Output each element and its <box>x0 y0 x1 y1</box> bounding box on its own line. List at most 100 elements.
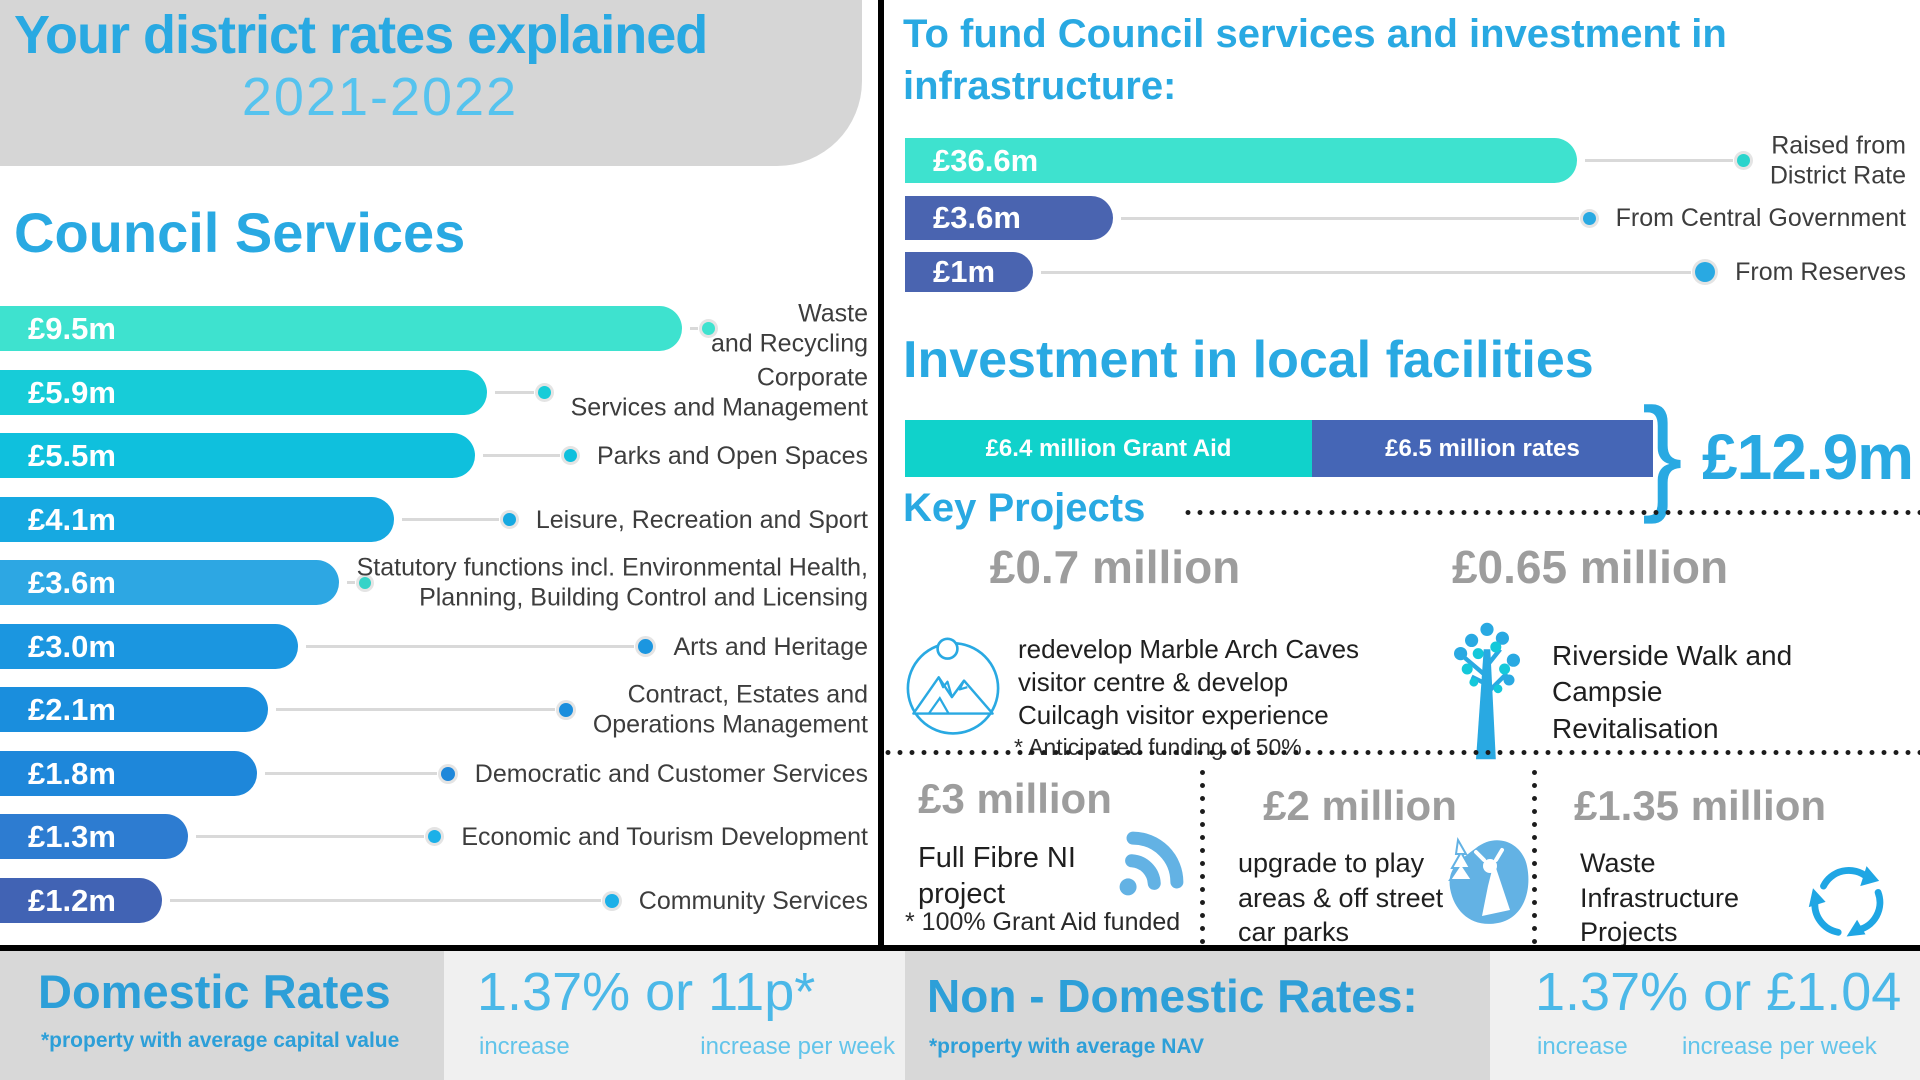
connector-line <box>347 581 355 584</box>
waste-amount: £1.35 million <box>1573 782 1827 829</box>
grant-aid-segment: £6.4 million Grant Aid <box>905 420 1312 477</box>
chart-row-parks: £5.5m Parks and Open Spaces <box>0 433 876 478</box>
bottom-rule <box>0 945 1920 951</box>
domestic-rates-stat-section: 1.37% or 11p* increase increase per week <box>444 951 905 1080</box>
wifi-icon <box>1119 831 1184 896</box>
chart-row-corporate: £5.9m Corporate Services and Management <box>0 363 876 422</box>
bar: £1m <box>905 252 1033 292</box>
non-domestic-rates-title: Non - Domestic Rates: <box>927 970 1418 1022</box>
bar-label: Parks and Open Spaces <box>597 441 868 470</box>
play-desc: upgrade to play areas & off street car p… <box>1238 848 1444 948</box>
connector-dot <box>538 386 551 399</box>
caves-note: * Anticipated funding of 50% <box>1014 734 1302 760</box>
domestic-increase-per-week-label: increase per week <box>700 1033 895 1060</box>
bar-label: Waste and Recycling <box>710 299 868 358</box>
rates-label: £6.5 million rates <box>1385 434 1580 462</box>
bar-value: £5.5m <box>28 437 116 473</box>
domestic-increase-label: increase <box>479 1033 570 1060</box>
bar-value: £1m <box>933 254 996 289</box>
rates-segment: £6.5 million rates <box>1312 420 1653 477</box>
bar-value: £4.1m <box>28 501 116 537</box>
play-amount: £2 million <box>1263 782 1457 829</box>
connector-line <box>276 708 555 711</box>
bar-value: £2.1m <box>28 691 116 727</box>
grant-aid-label: £6.4 million Grant Aid <box>985 434 1232 462</box>
riverside-amount: £0.65 million <box>1451 541 1729 593</box>
vertical-divider <box>878 0 884 948</box>
funding-row-reserves: £1m From Reserves <box>905 252 1918 292</box>
bar-label: Raised from District Rate <box>1769 131 1906 190</box>
connector-dot <box>702 322 715 335</box>
bar: £3.0m <box>0 624 298 669</box>
bar-label: Corporate Services and Management <box>570 363 868 422</box>
connector-dot <box>503 513 516 526</box>
connector-line <box>495 391 534 394</box>
bar: £1.3m <box>0 814 188 859</box>
bar-label: Arts and Heritage <box>673 632 868 661</box>
chart-row-waste: £9.5m Waste and Recycling <box>0 299 876 358</box>
chart-row-leisure: £4.1m Leisure, Recreation and Sport <box>0 497 876 542</box>
bar-value: £3.6m <box>28 564 116 600</box>
caves-amount: £0.7 million <box>989 541 1241 593</box>
brace-glyph: } <box>1642 381 1683 525</box>
playground-icon <box>1448 836 1529 924</box>
bar-label: From Central Government <box>1615 203 1906 232</box>
bar: £36.6m <box>905 138 1577 183</box>
chart-row-economic: £1.3m Economic and Tourism Development <box>0 814 876 859</box>
non-domestic-rate-increase: 1.37% or £1.04 <box>1535 962 1902 1022</box>
connector-line <box>1121 216 1579 220</box>
non-domestic-rates-section: Non - Domestic Rates: *property with ave… <box>905 951 1490 1080</box>
domestic-rates-section: Domestic Rates *property with average ca… <box>0 951 444 1080</box>
bar-value: £1.8m <box>28 755 116 791</box>
connector-dot <box>441 766 455 781</box>
bar-value: £1.2m <box>28 882 116 918</box>
bar-value: £9.5m <box>28 310 116 346</box>
bar: £2.1m <box>0 687 268 732</box>
chart-row-community: £1.2m Community Services <box>0 878 876 923</box>
bar-label: Democratic and Customer Services <box>474 759 868 788</box>
connector-line <box>1585 159 1733 162</box>
domestic-rates-note: *property with average capital value <box>41 1029 400 1052</box>
dotted-line-middle <box>882 750 1920 755</box>
chart-row-arts: £3.0m Arts and Heritage <box>0 624 876 669</box>
bar-label: Community Services <box>638 886 868 915</box>
funding-heading: To fund Council services and investment … <box>903 12 1727 108</box>
caves-mountain-icon <box>906 637 1000 735</box>
chart-row-democratic: £1.8m Democratic and Customer Services <box>0 751 876 796</box>
connector-line <box>1041 270 1691 274</box>
caves-desc: redevelop Marble Arch Caves visitor cent… <box>1018 634 1360 731</box>
waste-desc: Waste Infrastructure Projects <box>1580 848 1740 948</box>
non-domestic-increase-label: increase <box>1537 1033 1628 1060</box>
bar: £5.9m <box>0 370 487 415</box>
bar: £3.6m <box>0 560 339 605</box>
fibre-note: * 100% Grant Aid funded <box>905 908 1181 936</box>
dotted-line-top <box>1182 510 1920 515</box>
connector-line <box>306 645 634 648</box>
connector-dot <box>564 449 577 462</box>
chart-row-contract: £2.1m Contract, Estates and Operations M… <box>0 680 876 739</box>
connector-line <box>265 772 437 775</box>
bar-label: Economic and Tourism Development <box>461 822 868 851</box>
connector-line <box>483 454 560 457</box>
chart-row-statutory: £3.6m Statutory functions incl. Environm… <box>0 553 876 612</box>
connector-line <box>402 518 499 521</box>
council-services-heading: Council Services <box>14 201 466 264</box>
connector-dot <box>638 639 653 654</box>
non-domestic-increase-per-week-label: increase per week <box>1682 1033 1877 1060</box>
dotted-divider-1 <box>1200 766 1205 944</box>
connector-dot <box>605 893 619 908</box>
page-title: Your district rates explained <box>14 5 708 65</box>
bar-value: £3.0m <box>28 628 116 664</box>
bar-label: Statutory functions incl. Environmental … <box>356 553 868 612</box>
riverside-desc: Riverside Walk and Campsie Revitalisatio… <box>1552 640 1793 744</box>
connector-dot <box>359 576 371 589</box>
investment-heading: Investment in local facilities <box>903 331 1594 389</box>
connector-line <box>170 899 601 902</box>
bar-value: £5.9m <box>28 374 116 410</box>
bar: £9.5m <box>0 306 682 351</box>
non-domestic-rates-stat-section: 1.37% or £1.04 increase increase per wee… <box>1490 951 1920 1080</box>
bar: £1.2m <box>0 878 162 923</box>
connector-line <box>196 835 424 838</box>
tree-icon <box>1454 622 1520 760</box>
